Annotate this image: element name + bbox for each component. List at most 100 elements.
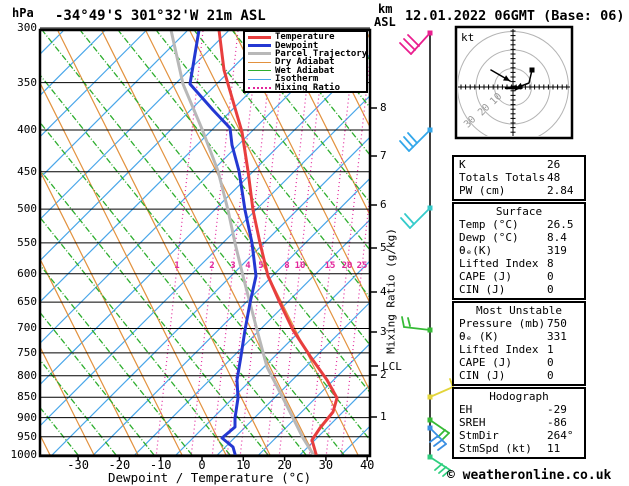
wet-adiabat-line [41, 170, 269, 455]
temp-tick-label: -10 [149, 458, 172, 472]
stats-row: CIN (J) 0 [454, 369, 584, 382]
wind-barb-feather [438, 466, 447, 474]
wind-barb-feather [404, 213, 415, 225]
wind-barb-feather [429, 435, 439, 443]
pressure-tick-label: 500 [17, 202, 37, 216]
pressure-tick-label: 600 [17, 266, 37, 280]
stats-value: 26 [547, 158, 561, 171]
dry-adiabat-line [321, 31, 369, 127]
stats-label: Totals Totals [459, 171, 546, 184]
stats-panel: K 26 Totals Totals 48 PW (cm) 2.84 [452, 155, 586, 201]
wind-barb-feather [399, 42, 412, 55]
stats-row: StmDir 264° [454, 429, 584, 442]
wet-adiabat-line [194, 31, 369, 250]
wind-barb-feather [400, 217, 411, 229]
wind-barb [400, 205, 433, 229]
mixing-ratio-value-label: 5 [258, 261, 264, 271]
wind-barb-feather [399, 140, 410, 152]
wind-barb-feather [407, 317, 411, 327]
hodograph-vector [490, 69, 511, 82]
km-tick-label: 8 [380, 101, 387, 114]
wind-barb [427, 378, 454, 400]
stats-panel-header: Most Unstable [475, 304, 563, 317]
legend: Temperature Dewpoint Parcel Trajectory Dry … [243, 30, 368, 93]
legend-label: Temperature [275, 32, 335, 43]
mixing-ratio-value-label: 2 [209, 261, 215, 271]
km-tick-label: 6 [380, 198, 387, 211]
mixing-ratio-value-label: 1 [174, 261, 180, 271]
legend-label: Mixing Ratio [275, 82, 341, 93]
km-tick-label: 7 [380, 149, 387, 162]
mixing-ratio-value-label: 3 [230, 261, 236, 271]
dry-adiabat-line [41, 259, 139, 455]
stats-row: CIN (J) 0 [454, 283, 584, 296]
wind-barb-feather [434, 463, 443, 471]
legend-line-sample [248, 44, 271, 48]
isotherm-line [41, 31, 188, 178]
wind-barb [399, 127, 433, 152]
stats-row: Temp (°C) 26.5 [454, 218, 584, 231]
pressure-tick-label: 700 [17, 321, 37, 335]
legend-item: Temperature [248, 32, 366, 43]
wind-barb-marker [427, 30, 433, 36]
wind-barb [399, 30, 433, 55]
wind-barb [427, 417, 450, 441]
wind-barb-shaft [429, 456, 451, 471]
wet-adiabat-line [41, 122, 307, 455]
stats-value: 48 [547, 171, 561, 184]
pressure-tick-label: 350 [17, 75, 37, 89]
stats-value: 0 [547, 270, 554, 283]
stats-row: SREH -86 [454, 416, 584, 429]
wind-barb-marker [427, 127, 433, 133]
mixing-ratio-value-label: 8 [284, 261, 290, 271]
vector-start-marker [529, 67, 535, 73]
wet-adiabat-line [42, 31, 369, 440]
wind-barb-shaft [408, 129, 431, 152]
stats-label: StmDir [459, 429, 499, 442]
stats-value: 2.84 [547, 184, 574, 197]
stats-row: EH -29 [454, 403, 584, 416]
isotherm-line [41, 31, 229, 220]
km-tick-label: 4 [380, 285, 387, 298]
wind-barb-feather [407, 34, 420, 47]
wind-barb [427, 454, 451, 477]
temp-tick-label: -20 [108, 458, 131, 472]
pressure-tick-label: 300 [17, 21, 37, 34]
temp-tick-label: -30 [67, 458, 89, 472]
stats-row: Pressure (mb) 750 [454, 317, 584, 330]
temp-tick-label: 0 [198, 458, 206, 472]
legend-label: Wet Adiabat [275, 65, 335, 76]
mixing-ratio-value-label: 20 [341, 261, 353, 271]
wet-adiabat-line [41, 265, 193, 455]
wind-barb-marker [427, 205, 433, 211]
pressure-tick-label: 1000 [10, 447, 38, 461]
stats-value: 750 [547, 317, 567, 330]
wet-adiabat-line [118, 31, 369, 345]
pressure-tick-label: 850 [17, 390, 37, 404]
mixing-ratio-axis-label: Mixing Ratio (g/kg) [384, 228, 398, 354]
pressure-unit-label: hPa [12, 6, 34, 20]
stats-value: 319 [547, 244, 567, 257]
stats-label: Pressure (mb) [459, 317, 546, 330]
stats-label: EH [459, 403, 473, 416]
pressure-tick-label: 400 [17, 123, 37, 136]
wind-barb-shaft [403, 326, 431, 331]
stats-value: 8 [547, 257, 554, 270]
stats-panel: Hodograph EH -29 SREH -86 StmDir 264° StmSpd (k… [452, 387, 586, 459]
stats-label: CIN (J) [459, 369, 506, 382]
plot-border [38, 28, 372, 458]
wind-barb-shaft [429, 419, 450, 434]
wind-barb-marker [427, 454, 433, 460]
wind-barb-feather [437, 443, 447, 451]
stats-value: 0 [547, 369, 554, 382]
stats-row: PW (cm) 2.84 [454, 184, 584, 197]
legend-line-sample [248, 86, 271, 89]
temp-tick-label: 40 [359, 458, 375, 472]
dewpoint-curve [188, 31, 258, 455]
stats-panel-header: Surface [495, 205, 543, 218]
km-tick-label: 2 [380, 368, 387, 381]
stats-row: K 26 [454, 158, 584, 171]
altitude-unit-asl-label: ASL [374, 15, 396, 29]
